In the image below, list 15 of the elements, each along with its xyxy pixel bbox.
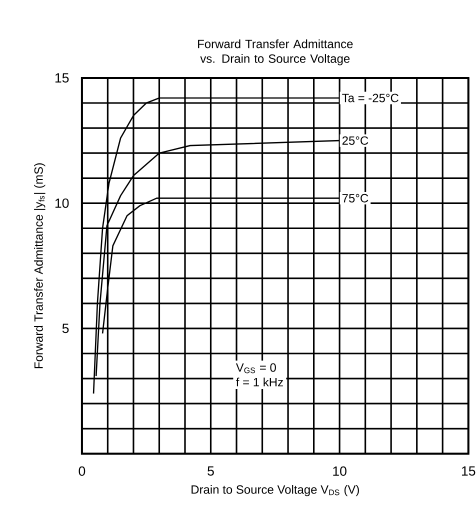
series-label: 25°C — [342, 136, 368, 145]
y-axis-title: Forward Transfer Admittance |y$_{fs}$| (mS) — [34, 163, 46, 368]
x-tick-label: 0 — [78, 466, 86, 476]
x-tick-label: 10 — [333, 466, 347, 476]
series-label: Ta = -25°C — [342, 94, 399, 102]
x-tick-label: 15 — [462, 466, 476, 476]
x-axis-title: Drain to Source Voltage V$_{DS}$ (V) — [192, 484, 360, 496]
y-tick-label: 15 — [56, 73, 69, 83]
y-tick-label: 5 — [62, 324, 69, 334]
chart-title: Forward Transfer Admittance vs. Drain to Source Voltage — [198, 39, 353, 66]
annotation: f = 1 kHz — [236, 378, 284, 386]
series-label: 75°C — [342, 194, 368, 202]
x-tick-label: 5 — [208, 466, 214, 476]
annotation: V$_{GS}$ = 0 — [236, 363, 276, 374]
y-tick-label: 10 — [56, 198, 69, 208]
